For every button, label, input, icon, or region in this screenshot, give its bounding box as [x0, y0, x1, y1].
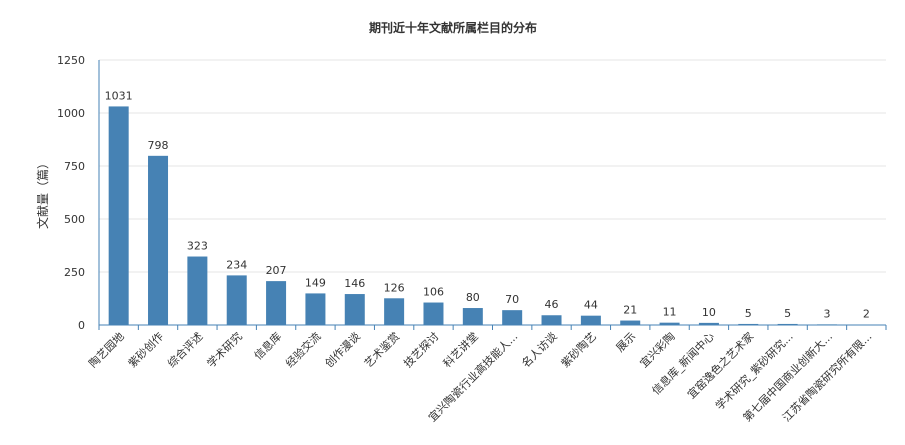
x-tick-label: 名人访谈	[519, 329, 560, 370]
bar[interactable]	[226, 275, 247, 325]
bar[interactable]	[108, 106, 129, 325]
y-axis-ticks: 0 250 500 750 1000 1250	[57, 54, 85, 332]
data-label: 44	[584, 299, 598, 312]
y-tick-label: 1000	[57, 107, 85, 120]
bar[interactable]	[423, 302, 444, 325]
x-tick-label: 紫砂陶艺	[558, 329, 599, 370]
data-label: 10	[702, 306, 716, 319]
data-label: 106	[423, 286, 444, 299]
data-label: 146	[344, 277, 365, 290]
x-tick-label: 学术研究_紫砂研究...	[712, 329, 795, 412]
x-axis-ticks: 陶艺园地 紫砂创作 综合评述 学术研究 信息库 经验交流 创作漫谈 艺术鉴赏 技艺探讨 科艺讲堂 宜…	[86, 325, 887, 424]
bar[interactable]	[777, 323, 798, 325]
data-label: 21	[623, 304, 637, 317]
data-label: 3	[823, 307, 830, 320]
x-tick-label: 学术研究	[204, 329, 245, 370]
x-tick-label: 紫砂创作	[126, 330, 166, 370]
data-label: 5	[745, 307, 752, 320]
bar[interactable]	[462, 308, 483, 325]
data-label: 798	[148, 139, 169, 152]
chart-title: 期刊近十年文献所属栏目的分布	[369, 20, 537, 35]
data-label: 70	[505, 293, 519, 306]
data-label: 207	[266, 264, 287, 277]
bar[interactable]	[738, 323, 759, 325]
data-label: 46	[545, 298, 559, 311]
data-label: 2	[863, 308, 870, 321]
data-label: 234	[226, 258, 247, 271]
y-tick-label: 500	[64, 213, 85, 226]
y-axis-label: 文献量（篇）	[35, 157, 50, 229]
bar[interactable]	[620, 320, 641, 325]
bar[interactable]	[541, 315, 562, 325]
data-label: 323	[187, 240, 208, 253]
x-tick-label: 宜窑逸色之艺术家	[684, 329, 756, 401]
bar[interactable]	[148, 155, 169, 325]
x-tick-label: 科艺讲堂	[440, 329, 481, 370]
y-tick-label: 750	[64, 160, 85, 173]
bar[interactable]	[698, 322, 719, 325]
data-label: 80	[466, 291, 480, 304]
x-tick-label: 展示	[614, 330, 639, 355]
bar[interactable]	[580, 315, 601, 325]
x-tick-label: 经验交流	[283, 329, 324, 370]
x-tick-label: 艺术鉴赏	[362, 330, 402, 370]
x-tick-label: 信息库	[251, 329, 284, 362]
bars	[108, 106, 877, 326]
bar[interactable]	[384, 298, 405, 325]
y-tick-label: 1250	[57, 54, 85, 67]
bar[interactable]	[187, 256, 208, 325]
y-tick-label: 0	[78, 319, 85, 332]
y-tick-label: 250	[64, 266, 85, 279]
x-tick-label: 陶艺园地	[86, 329, 127, 370]
bar[interactable]	[266, 281, 287, 325]
x-tick-label: 宜兴彩陶	[637, 329, 678, 370]
x-tick-label: 技艺探讨	[401, 330, 441, 370]
data-label: 11	[663, 306, 677, 319]
bar[interactable]	[502, 310, 523, 325]
data-label: 5	[784, 307, 791, 320]
data-label: 149	[305, 276, 326, 289]
data-label: 126	[384, 281, 405, 294]
bar[interactable]	[659, 322, 680, 325]
bar[interactable]	[305, 293, 326, 325]
gridlines	[99, 59, 886, 273]
x-tick-label: 创作漫谈	[322, 329, 363, 370]
x-tick-label: 综合评述	[164, 329, 205, 370]
data-label: 1031	[105, 89, 133, 102]
bar[interactable]	[344, 294, 365, 325]
